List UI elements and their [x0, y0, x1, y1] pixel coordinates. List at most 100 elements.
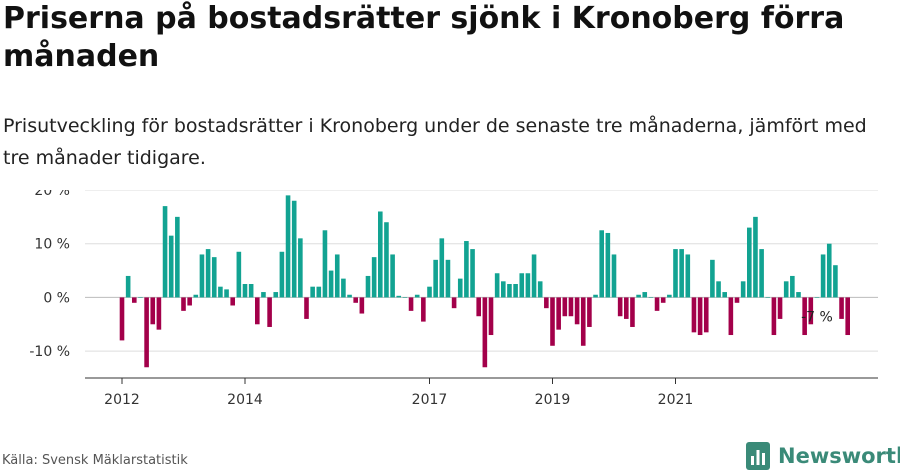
- bar: [378, 211, 383, 297]
- x-tick-label: 2017: [412, 392, 448, 408]
- bar: [845, 297, 850, 335]
- bar: [280, 252, 285, 298]
- bar: [630, 297, 635, 327]
- y-tick-label: 10 %: [34, 237, 70, 253]
- bar: [126, 276, 131, 297]
- source-note: Källa: Svensk Mäklarstatistik: [2, 453, 188, 468]
- bar: [132, 297, 137, 302]
- y-tick-label: 20 %: [34, 190, 70, 199]
- logo-icon: [746, 442, 770, 470]
- bar: [237, 252, 242, 298]
- bar: [169, 236, 174, 298]
- x-tick-label: 2012: [104, 392, 140, 408]
- bar: [569, 297, 574, 316]
- bar: [464, 241, 469, 297]
- y-tick-label: 0 %: [43, 290, 70, 306]
- bar: [304, 297, 309, 318]
- bar: [200, 254, 205, 297]
- bar: [181, 297, 186, 310]
- bar: [218, 287, 223, 298]
- bar: [686, 254, 691, 297]
- bar: [827, 244, 832, 298]
- bar: [138, 297, 143, 298]
- bar: [489, 297, 494, 335]
- bar: [815, 297, 820, 298]
- bar: [446, 260, 451, 298]
- bar: [722, 292, 727, 297]
- bar: [317, 287, 322, 298]
- bar: [403, 297, 408, 298]
- bar: [298, 238, 303, 297]
- bar: [335, 254, 340, 297]
- bar: [396, 296, 401, 298]
- bar: [224, 289, 229, 297]
- bar: [710, 260, 715, 298]
- bar: [587, 297, 592, 327]
- bar: [175, 217, 180, 298]
- newsworthy-logo: Newsworthy: [746, 442, 900, 470]
- bar: [556, 297, 561, 329]
- bar: [673, 249, 678, 297]
- bar: [772, 297, 777, 335]
- bar: [747, 228, 752, 298]
- bar: [310, 287, 315, 298]
- bar: [353, 297, 358, 302]
- bar: [187, 297, 192, 305]
- logo-text: Newsworthy: [778, 444, 900, 468]
- bar: [624, 297, 629, 318]
- bar: [704, 297, 709, 332]
- bar: [292, 201, 297, 298]
- bar: [729, 297, 734, 335]
- bar: [366, 276, 371, 297]
- bar: [753, 217, 758, 298]
- bar: [347, 295, 352, 298]
- bar: [606, 233, 611, 297]
- bar-chart: 20 % 10 % 0 % -10 % 2012 2014 2017 2019 2021 -7 %: [0, 190, 900, 430]
- bar: [618, 297, 623, 316]
- bar: [458, 279, 463, 298]
- bar: [575, 297, 580, 324]
- bar: [765, 297, 770, 298]
- bar: [716, 281, 721, 297]
- bar: [507, 284, 512, 297]
- bar: [286, 195, 291, 297]
- x-tick-label: 2014: [227, 392, 263, 408]
- y-tick-label: -10 %: [29, 344, 70, 360]
- bar: [796, 292, 801, 297]
- bar: [667, 295, 672, 298]
- bar: [452, 297, 457, 308]
- bar: [249, 284, 254, 297]
- bar: [550, 297, 555, 345]
- bar: [440, 238, 445, 297]
- bar: [261, 292, 266, 297]
- bar: [144, 297, 149, 367]
- bar: [476, 297, 481, 316]
- bar: [692, 297, 697, 332]
- bar: [341, 279, 346, 298]
- bar: [839, 297, 844, 318]
- bar: [470, 249, 475, 297]
- bar: [526, 273, 531, 297]
- bar: [741, 281, 746, 297]
- data-label: -7 %: [801, 309, 833, 325]
- bar: [390, 254, 395, 297]
- bar: [243, 284, 248, 297]
- bar: [513, 284, 518, 297]
- bar: [599, 230, 604, 297]
- bar: [642, 292, 647, 297]
- bar: [519, 273, 524, 297]
- bar: [163, 206, 168, 297]
- bar: [421, 297, 426, 321]
- bar: [267, 297, 272, 327]
- bar: [273, 292, 278, 297]
- bar: [563, 297, 568, 316]
- x-tick-label: 2019: [535, 392, 571, 408]
- bar: [679, 249, 684, 297]
- bar: [698, 297, 703, 335]
- chart-subtitle: Prisutveckling för bostadsrätter i Krono…: [3, 110, 883, 174]
- bar: [655, 297, 660, 310]
- bar: [501, 281, 506, 297]
- bar: [784, 281, 789, 297]
- bar: [483, 297, 488, 367]
- bar: [120, 297, 125, 340]
